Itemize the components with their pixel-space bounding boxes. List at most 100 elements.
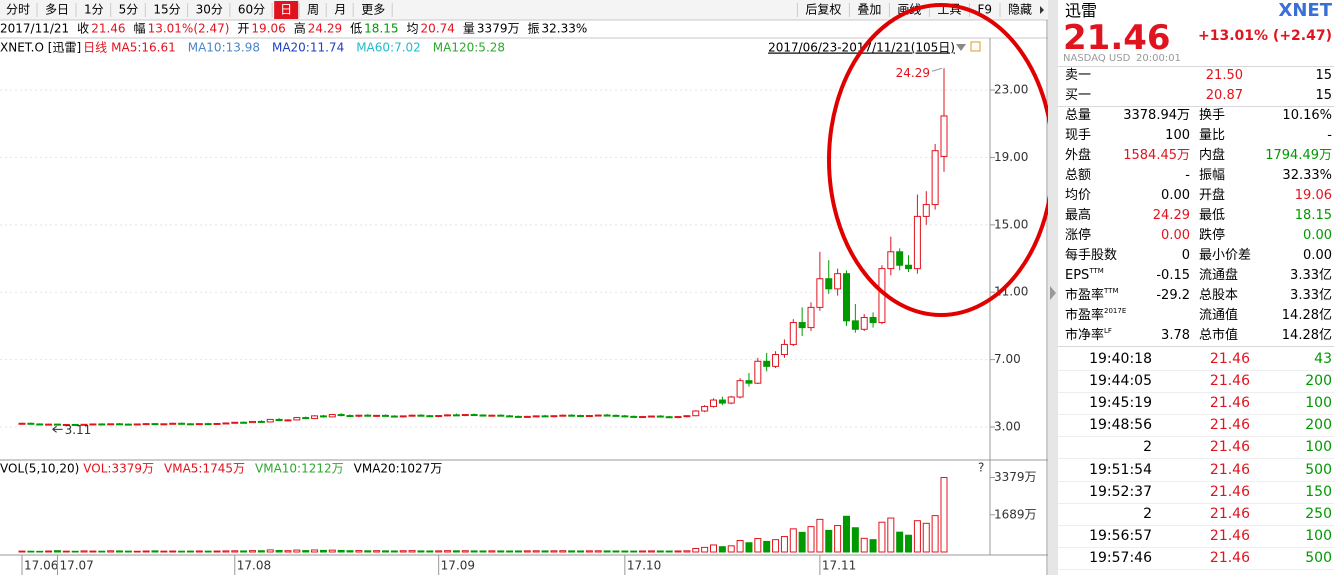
- period-button[interactable]: 分时: [6, 3, 30, 17]
- trade-price: 21.46: [1209, 395, 1250, 412]
- stat-label: 总额: [1065, 166, 1091, 186]
- volume-bar: [488, 550, 496, 553]
- period-button[interactable]: 30分: [196, 3, 223, 17]
- period-button[interactable]: 60分: [238, 3, 265, 17]
- volume-bar: [222, 550, 230, 553]
- volume-bar: [62, 550, 70, 553]
- period-button[interactable]: 月: [334, 3, 346, 17]
- volume-bar: [825, 529, 833, 553]
- volume-bar: [736, 540, 744, 553]
- y-tick-label: 1689万: [994, 507, 1037, 521]
- volume-bar: [470, 550, 478, 553]
- hr: [1058, 370, 1334, 371]
- hr: [1058, 414, 1334, 416]
- period-button[interactable]: 周: [307, 3, 319, 17]
- stat-label: 涨停: [1065, 226, 1091, 246]
- stat-label-sup: 2017E: [1104, 307, 1127, 315]
- period-button[interactable]: 日: [280, 3, 292, 17]
- stat-label-text: 涨停: [1065, 228, 1092, 243]
- stat-value: 1584.45万: [1123, 148, 1190, 163]
- candle-body: [107, 423, 115, 426]
- candle-body: [922, 204, 930, 217]
- trade-volume: 150: [1305, 483, 1332, 500]
- volume-bar: [186, 550, 194, 553]
- stat-label-text: 量比: [1199, 128, 1226, 143]
- stat-label-text: 均价: [1065, 188, 1092, 203]
- candle-body: [381, 414, 389, 417]
- volume-bar: [408, 550, 416, 553]
- hr: [1058, 568, 1334, 570]
- candle-body: [470, 414, 478, 417]
- stat-label: EPSTTM: [1065, 266, 1104, 286]
- volume-bar: [577, 550, 585, 553]
- tool-button[interactable]: 隐藏: [1008, 3, 1032, 17]
- candle-body: [834, 273, 842, 290]
- candle-body: [869, 316, 877, 324]
- period-button[interactable]: 15分: [153, 3, 180, 17]
- volume-bar: [656, 550, 664, 553]
- volume-bar: [568, 550, 576, 553]
- volume-bar: [169, 550, 177, 553]
- stat-value: 0: [1181, 248, 1190, 263]
- volume-bar: [896, 531, 904, 553]
- period-button[interactable]: 更多: [361, 3, 385, 17]
- trade-volume: 200: [1305, 417, 1332, 434]
- period-button-bg: [274, 1, 299, 19]
- volume-bar: [266, 549, 274, 553]
- candle-body: [390, 415, 398, 418]
- volume-bar: [523, 550, 531, 553]
- volume-bar: [913, 520, 921, 553]
- stat-value: 0.00: [1303, 248, 1332, 263]
- collapse-arrow[interactable]: [1050, 286, 1056, 300]
- trade-price: 21.46: [1209, 549, 1250, 566]
- candle-body: [612, 414, 620, 417]
- info-value: 20.74: [421, 22, 455, 36]
- hr: [1058, 346, 1334, 347]
- stat-label: 流通值: [1199, 306, 1238, 326]
- volume-bar: [18, 550, 26, 553]
- tool-button[interactable]: F9: [977, 3, 992, 17]
- volume-bar: [630, 550, 638, 553]
- trade-time: 19:45:19: [1089, 395, 1152, 412]
- volume-bar: [452, 550, 460, 553]
- trade-time: 19:40:18: [1089, 351, 1152, 367]
- volume-bar: [506, 550, 514, 553]
- stat-label-text: 外盘: [1065, 148, 1092, 163]
- stat-value: 0.00: [1161, 188, 1190, 203]
- volume-bar: [905, 534, 913, 553]
- candle-body: [275, 418, 283, 422]
- volume-bar: [931, 515, 939, 553]
- y-tick-label: 3.00: [994, 419, 1021, 433]
- period-button[interactable]: 多日: [45, 3, 69, 17]
- info-value: 3379万: [477, 22, 520, 36]
- period-button[interactable]: 5分: [119, 3, 139, 17]
- candle-body: [222, 422, 230, 425]
- trade-price: 21.46: [1209, 373, 1250, 390]
- stock-name: 迅雷: [1065, 1, 1098, 20]
- trade-volume: 100: [1305, 439, 1332, 456]
- range-icon: [970, 41, 981, 52]
- candle-body: [603, 414, 611, 417]
- tool-button[interactable]: 后复权: [805, 3, 841, 17]
- stat-label-sup: TTM: [1089, 267, 1104, 275]
- volume-bar: [869, 539, 877, 553]
- stat-label: 市盈率TTM: [1065, 286, 1118, 306]
- volume-bar: [284, 550, 292, 553]
- volume-bar: [319, 549, 327, 553]
- trade-price: 21.46: [1209, 461, 1250, 478]
- candle-body: [461, 414, 469, 417]
- volume-bar: [53, 550, 61, 553]
- candle-body: [53, 423, 61, 426]
- candle-body: [905, 264, 913, 270]
- stock-code: XNET: [1278, 0, 1332, 21]
- stat-label-text: 最高: [1065, 208, 1092, 223]
- tool-button[interactable]: 叠加: [857, 3, 881, 17]
- volume-bar: [293, 549, 301, 553]
- candle-body: [816, 278, 824, 308]
- volume-legend: VMA5:1745万: [164, 462, 245, 476]
- volume-bar: [133, 550, 141, 553]
- volume-bar: [860, 537, 868, 553]
- period-button[interactable]: 1分: [84, 3, 104, 17]
- low-annotation: 3.11: [65, 423, 92, 437]
- x-tick-label: 17.09: [441, 559, 475, 573]
